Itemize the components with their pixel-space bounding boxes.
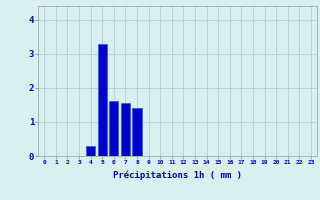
Bar	[132, 108, 142, 156]
Bar	[109, 101, 118, 156]
X-axis label: Précipitations 1h ( mm ): Précipitations 1h ( mm )	[113, 171, 242, 180]
Bar	[86, 146, 95, 156]
Bar	[98, 44, 107, 156]
Bar	[121, 103, 130, 156]
